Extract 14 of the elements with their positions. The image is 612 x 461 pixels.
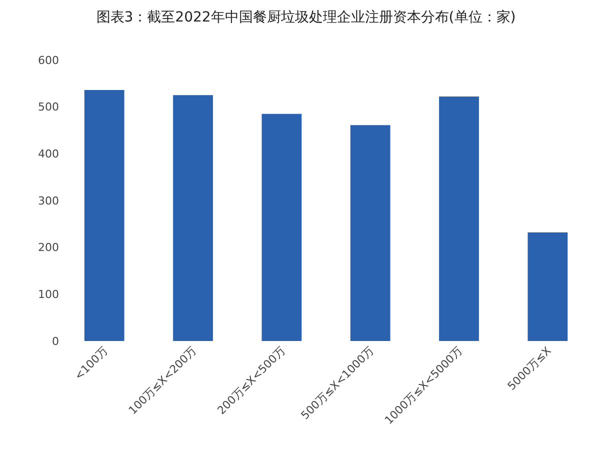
y-tick-label: 400 (38, 148, 59, 161)
bar (350, 125, 390, 341)
y-tick-label: 300 (38, 194, 59, 208)
bar (528, 232, 568, 341)
y-tick-label: 600 (38, 54, 59, 67)
bar (84, 90, 124, 341)
bar (262, 114, 302, 341)
bar (173, 95, 213, 341)
y-tick-label: 0 (52, 334, 59, 348)
bar (439, 96, 479, 341)
chart-title: 图表3：截至2022年中国餐厨垃圾处理企业注册资本分布(单位：家) (96, 9, 516, 26)
y-tick-label: 500 (38, 100, 59, 114)
y-tick-label: 100 (38, 288, 59, 302)
y-tick-label: 200 (38, 241, 59, 254)
